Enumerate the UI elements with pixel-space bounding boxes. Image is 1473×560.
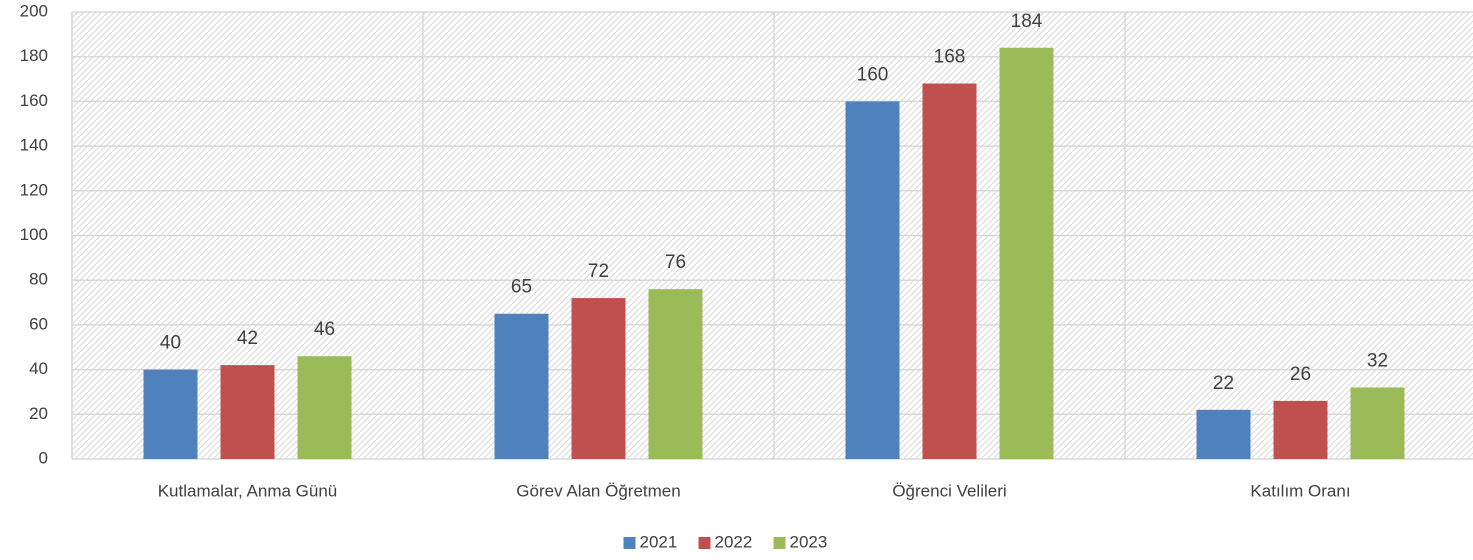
y-tick-label: 200 (20, 1, 48, 20)
y-tick-label: 60 (29, 314, 48, 333)
x-tick-label: Öğrenci Velileri (892, 481, 1006, 500)
y-tick-label: 20 (29, 404, 48, 423)
legend-label: 2023 (790, 532, 828, 551)
bar (999, 47, 1054, 459)
bar (648, 289, 703, 459)
legend-swatch (623, 537, 636, 549)
data-label: 40 (160, 333, 181, 354)
bar (571, 298, 626, 459)
data-label: 72 (588, 261, 609, 282)
x-tick-label: Kutlamalar, Anma Günü (158, 481, 338, 500)
data-label: 184 (1011, 11, 1043, 32)
data-label: 22 (1213, 373, 1234, 394)
data-label: 168 (934, 47, 966, 68)
data-label: 46 (314, 319, 335, 340)
bar (220, 365, 275, 459)
bar (922, 83, 977, 460)
x-tick-label: Katılım Oranı (1250, 481, 1350, 500)
y-tick-label: 140 (20, 136, 48, 155)
y-tick-label: 120 (20, 180, 48, 199)
bar (494, 313, 549, 459)
bar (1273, 400, 1328, 459)
bar (297, 356, 352, 459)
y-tick-label: 80 (29, 270, 48, 289)
data-label: 65 (511, 277, 532, 298)
legend-label: 2021 (640, 532, 678, 551)
y-tick-label: 100 (20, 225, 48, 244)
y-tick-label: 180 (20, 46, 48, 65)
data-label: 42 (237, 328, 258, 349)
bar (845, 101, 900, 460)
legend-label: 2022 (715, 532, 753, 551)
data-label: 26 (1290, 364, 1311, 385)
bar (143, 369, 198, 459)
data-label: 76 (665, 252, 686, 273)
legend-swatch (698, 537, 711, 549)
y-tick-label: 160 (20, 91, 48, 110)
bar (1196, 409, 1251, 459)
y-tick-label: 0 (39, 448, 48, 467)
y-tick-label: 40 (29, 359, 48, 378)
data-label: 32 (1367, 350, 1388, 371)
x-tick-label: Görev Alan Öğretmen (516, 481, 680, 500)
data-label: 160 (857, 64, 889, 85)
bar (1350, 387, 1405, 459)
legend-swatch (773, 537, 786, 549)
